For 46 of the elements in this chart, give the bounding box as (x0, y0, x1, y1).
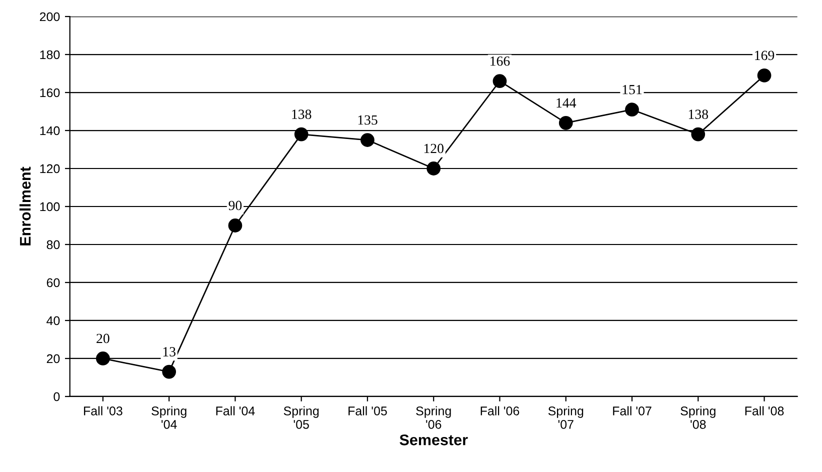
y-tick-label: 60 (46, 278, 60, 288)
data-label: 13 (163, 347, 176, 356)
x-tick-label: Fall '07 (613, 406, 652, 416)
data-label: 138 (292, 110, 312, 119)
y-tick-label: 20 (46, 354, 60, 364)
data-label: 90 (228, 200, 242, 210)
y-tick-label: 140 (40, 126, 60, 136)
x-tick-label: Fall '05 (348, 406, 387, 416)
x-tick-label: Spring '05 (284, 406, 319, 429)
x-tick-label: Fall '06 (480, 406, 520, 416)
x-tick-label: Fall '03 (84, 406, 122, 416)
y-tick-label: 160 (40, 88, 60, 98)
data-label: 135 (358, 115, 378, 125)
point (360, 133, 374, 147)
data-label: 138 (688, 110, 708, 119)
y-tick-label: 120 (40, 164, 60, 174)
data-label: 169 (755, 50, 774, 60)
point (691, 127, 706, 142)
point (625, 102, 639, 117)
y-axis-title: Enrollment (19, 166, 31, 246)
data-label: 120 (424, 144, 444, 154)
x-tick-label: Spring '07 (548, 406, 584, 429)
x-tick-label: Spring '08 (680, 406, 716, 429)
data-label: 166 (490, 56, 510, 66)
point (162, 364, 176, 379)
point (426, 162, 441, 176)
point (294, 127, 308, 142)
y-tick-label: 100 (40, 202, 60, 212)
y-tick-label: 40 (46, 316, 60, 326)
data-label: 20 (96, 334, 110, 344)
y-tick-label: 180 (40, 50, 60, 60)
x-tick-label: Spring '04 (152, 406, 186, 429)
point (757, 68, 772, 82)
y-tick-label: 0 (54, 392, 60, 402)
point (558, 116, 573, 130)
x-tick-label: Fall '08 (745, 406, 784, 416)
x-tick-label: Spring '06 (416, 406, 451, 429)
point (96, 352, 110, 366)
data-label: 144 (556, 98, 576, 108)
x-axis-title: Semester (400, 434, 468, 446)
data-label: 151 (622, 84, 642, 94)
point (228, 218, 242, 232)
y-tick-label: 80 (46, 240, 60, 250)
y-tick-label: 200 (40, 12, 60, 22)
x-tick-label: Fall '04 (216, 406, 255, 416)
point (492, 74, 507, 88)
